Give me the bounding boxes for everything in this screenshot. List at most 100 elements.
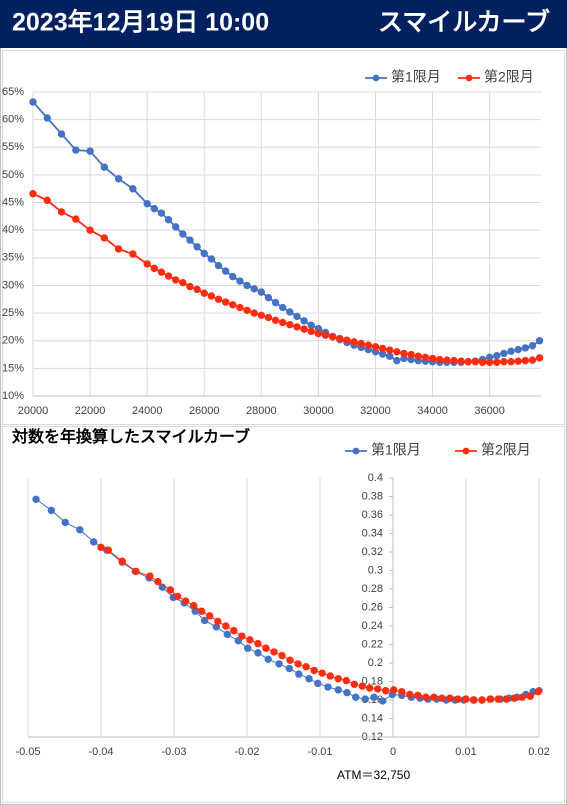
data-point: [370, 693, 378, 701]
data-point: [198, 607, 206, 615]
data-point: [164, 272, 173, 280]
data-point: [414, 691, 422, 700]
data-point: [132, 567, 140, 576]
data-point: [471, 358, 480, 366]
data-point: [244, 644, 252, 652]
data-point: [279, 318, 287, 327]
data-point: [206, 612, 214, 620]
data-point: [86, 226, 94, 234]
data-point: [507, 347, 515, 355]
header-date: 2023年12月19日 10:00: [12, 8, 269, 37]
chart-frame: [2, 426, 565, 803]
data-point: [528, 342, 537, 350]
x-tick-label: 22000: [75, 405, 106, 417]
data-point: [528, 356, 537, 364]
x-tick-label: 24000: [132, 405, 163, 417]
y-tick-label: 40%: [2, 224, 24, 236]
data-point: [386, 352, 394, 360]
data-point: [264, 313, 273, 322]
x-tick-label: -0.04: [88, 746, 113, 758]
y-tick-label: 0.28: [362, 583, 383, 595]
data-point: [400, 349, 408, 358]
data-point: [214, 295, 223, 303]
y-tick-label: 25%: [2, 307, 24, 319]
legend-label: 第1限月: [391, 69, 441, 85]
data-point: [386, 346, 394, 354]
data-point: [222, 622, 230, 630]
data-point: [129, 250, 137, 258]
data-point: [104, 546, 113, 554]
data-point: [264, 655, 272, 663]
x-tick-label: 34000: [417, 405, 448, 417]
data-point: [236, 277, 244, 285]
data-point: [179, 230, 187, 238]
x-tick-label: 36000: [474, 405, 505, 417]
data-point: [286, 308, 294, 316]
x-tick-label: -0.03: [161, 746, 186, 758]
data-point: [500, 349, 508, 358]
data-point: [373, 685, 382, 693]
data-point: [118, 557, 126, 565]
y-tick-label: 0.14: [362, 712, 383, 724]
data-point: [262, 644, 270, 652]
data-point: [379, 697, 387, 705]
data-point: [114, 245, 123, 253]
data-point: [207, 292, 216, 300]
data-point: [407, 350, 415, 359]
data-point: [507, 358, 515, 366]
data-point: [382, 687, 390, 695]
data-point: [171, 223, 180, 231]
x-tick-label: 0: [390, 746, 396, 758]
data-point: [270, 648, 278, 656]
data-point: [171, 276, 180, 284]
x-tick-label: 0.02: [528, 746, 549, 758]
data-point: [257, 288, 266, 296]
y-tick-label: 0.4: [368, 472, 383, 484]
y-tick-label: 60%: [2, 114, 24, 126]
header-title: スマイルカーブ: [378, 8, 550, 37]
data-point: [478, 696, 486, 704]
data-point: [421, 353, 430, 362]
data-point: [510, 694, 518, 702]
y-tick-label: 0.36: [362, 509, 383, 521]
x-tick-label: -0.05: [15, 746, 40, 758]
data-point: [358, 682, 367, 690]
data-point: [173, 592, 182, 601]
data-point: [100, 163, 109, 171]
data-point: [264, 293, 273, 302]
data-point: [285, 664, 294, 673]
data-point: [350, 680, 359, 688]
data-point: [286, 656, 294, 664]
data-point: [72, 215, 80, 223]
data-point: [294, 660, 302, 668]
x-tick-label: 0.01: [455, 746, 476, 758]
data-point: [57, 130, 66, 138]
data-point: [229, 301, 237, 309]
data-point: [57, 208, 66, 216]
data-point: [364, 341, 373, 349]
data-point: [486, 695, 494, 703]
data-point: [314, 679, 322, 688]
data-point: [422, 693, 430, 701]
data-point: [500, 358, 508, 366]
data-point: [76, 526, 84, 534]
data-point: [357, 339, 365, 348]
data-point: [485, 358, 494, 366]
data-point: [293, 323, 301, 331]
data-point: [186, 236, 194, 244]
data-point: [534, 687, 542, 696]
y-tick-label: 65%: [2, 86, 24, 98]
y-tick-label: 0.38: [362, 490, 383, 502]
data-point: [243, 281, 251, 290]
data-point: [342, 676, 350, 685]
data-point: [193, 243, 201, 251]
data-point: [157, 268, 166, 276]
data-point: [72, 146, 80, 154]
legend-label: 第1限月: [371, 442, 421, 458]
data-point: [535, 354, 544, 362]
data-point: [214, 617, 222, 626]
legend-marker: [462, 447, 470, 455]
